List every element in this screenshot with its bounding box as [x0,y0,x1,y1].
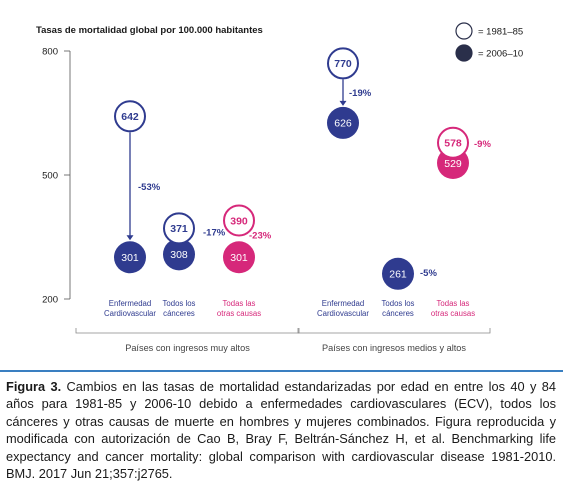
point-2006-label: 301 [121,252,139,264]
y-tick-label: 200 [42,295,58,306]
point-1981 [114,100,146,133]
point-1981 [163,212,195,245]
y-tick-label: 800 [42,47,58,58]
category-label: cánceres [163,309,195,318]
point-1981-label: 390 [230,215,248,227]
category-label: otras causas [217,309,261,318]
point-2006-label: 301 [230,252,248,264]
mortality-chart: Tasas de mortalidad global por 100.000 h… [36,22,523,353]
point-2006 [114,241,146,274]
caption-text: Cambios en las tasas de mortalidad estan… [6,379,556,482]
category-label: otras causas [431,309,475,318]
legend-marker [455,44,473,62]
point-2006-label: 529 [444,158,462,170]
chart-panel: Tasas de mortalidad global por 100.000 h… [12,6,552,370]
category-label: Cardiovascular [317,309,369,318]
point-1981-label: 770 [334,58,352,70]
point-1981 [437,126,469,159]
category-label: Todos los [382,299,415,308]
point-1981 [327,47,359,80]
figure-caption: Figura 3. Cambios en las tasas de mortal… [6,378,556,482]
point-2006 [223,241,255,274]
category-label: Todas las [437,299,470,308]
point-2006 [163,238,195,271]
category-label: Enfermedad [109,299,151,308]
caption-divider [0,370,563,372]
legend-label: = 2006–10 [478,49,523,60]
change-label: -53% [138,182,161,193]
category-label: Todos los [163,299,196,308]
point-2006 [382,257,414,290]
legend-label: = 1981–85 [478,27,523,38]
point-2006-label: 308 [170,249,188,261]
category-label: Todas las [223,299,256,308]
change-arrowhead [126,235,134,241]
change-label: -19% [349,88,372,99]
category-label: Cardiovascular [104,309,156,318]
change-label: -5% [420,268,437,279]
change-label: -9% [474,139,491,150]
group-bracket [297,328,491,334]
caption-label: Figura 3. [6,379,62,394]
chart-title: Tasas de mortalidad global por 100.000 h… [36,25,263,36]
point-2006-label: 261 [389,269,407,281]
point-2006 [327,106,359,139]
group-label: Países con ingresos medios y altos [322,343,466,353]
point-1981-label: 371 [170,223,188,235]
point-1981-label: 578 [444,138,462,150]
change-label: -17% [203,227,226,238]
group-bracket [75,328,300,334]
change-arrowhead [339,100,347,106]
category-label: cánceres [382,309,414,318]
point-1981 [223,204,255,237]
y-tick-label: 500 [42,171,58,182]
category-label: Enfermedad [322,299,364,308]
group-label: Países con ingresos muy altos [125,343,250,353]
change-label: -23% [249,230,272,241]
point-2006-label: 626 [334,118,352,130]
legend-marker [455,22,473,40]
point-1981-label: 642 [121,111,139,123]
